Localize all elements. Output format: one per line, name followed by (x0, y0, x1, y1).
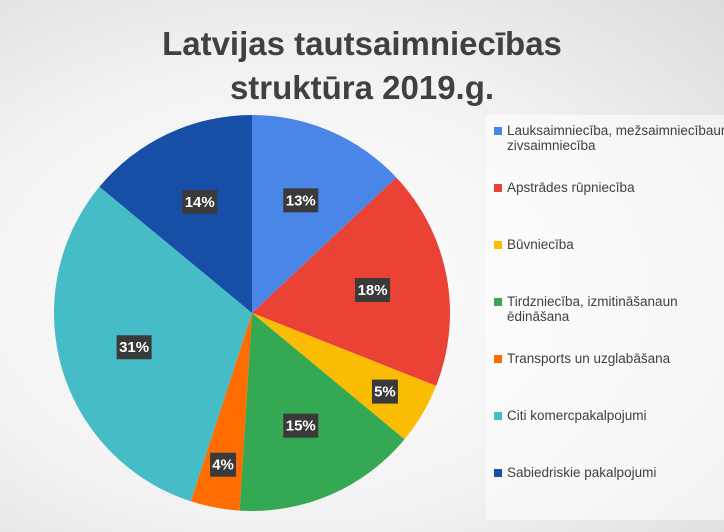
legend-label: Lauksaimniecība, mežsaimniecībaun zivsai… (507, 123, 724, 153)
pie-slice (252, 177, 451, 386)
chart-title: Latvijas tautsaimniecības struktūra 2019… (162, 25, 562, 106)
label-box (371, 379, 398, 404)
legend-swatch (494, 241, 502, 249)
legend-entry: Transports un uzglabāšana (494, 351, 724, 366)
data-label: 14% (185, 194, 215, 211)
legend-label: Sabiedriskie pakalpojumi (507, 465, 657, 480)
legend-swatch (494, 469, 502, 477)
legend-label: Tirdzniecība, izmitināšanaun ēdināšana (507, 294, 678, 324)
legend-entry: Sabiedriskie pakalpojumi (494, 465, 724, 480)
legend-swatch (494, 298, 502, 306)
data-label: 18% (358, 282, 388, 299)
legend-label: Apstrādes rūpniecība (507, 180, 635, 195)
data-label: 5% (374, 384, 396, 401)
legend-entry: Būvniecība (494, 237, 724, 252)
legend-label: Citi komercpakalpojumi (507, 408, 647, 423)
data-label: 4% (212, 457, 234, 474)
pie-slice (239, 313, 405, 511)
legend-entry: Lauksaimniecība, mežsaimniecībaun zivsai… (494, 123, 724, 153)
legend: Lauksaimniecība, mežsaimniecībaun zivsai… (486, 115, 724, 520)
label-box (355, 277, 391, 302)
label-box (210, 452, 237, 477)
pie-slice (53, 186, 252, 502)
legend-swatch (494, 127, 502, 135)
pie-slice (252, 115, 397, 313)
label-box (116, 335, 152, 360)
legend-entry: Tirdzniecība, izmitināšanaun ēdināšana (494, 294, 724, 324)
label-box (182, 189, 218, 214)
legend-entry: Citi komercpakalpojumi (494, 408, 724, 423)
pie-slice (190, 313, 252, 511)
legend-swatch (494, 412, 502, 420)
data-label: 15% (286, 418, 316, 435)
label-box (283, 413, 319, 438)
data-label: 31% (119, 339, 149, 356)
legend-label: Būvniecība (507, 237, 574, 252)
pie-slice (99, 115, 252, 313)
data-label: 13% (286, 192, 316, 209)
legend-swatch (494, 184, 502, 192)
legend-label: Transports un uzglabāšana (507, 351, 671, 366)
label-box (283, 188, 319, 213)
pie-slice (252, 313, 437, 440)
legend-swatch (494, 355, 502, 363)
legend-entry: Apstrādes rūpniecība (494, 180, 724, 195)
